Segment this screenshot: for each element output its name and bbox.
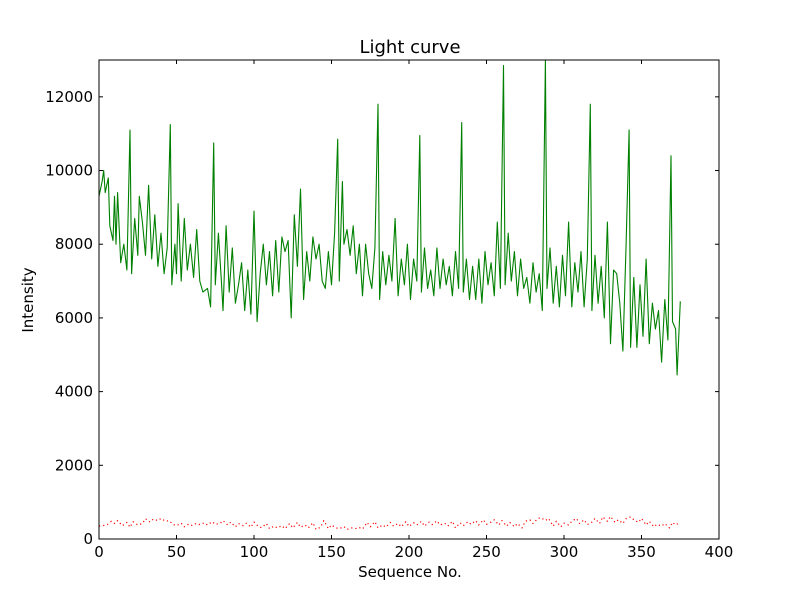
x-tick-label: 300 <box>550 543 579 561</box>
x-tick-label: 250 <box>472 543 501 561</box>
y-axis-title: Intensity <box>19 267 37 332</box>
y-tick-label: 4000 <box>55 383 93 401</box>
x-axis-title: Sequence No. <box>358 563 462 581</box>
x-tick-label: 100 <box>240 543 269 561</box>
x-tick-label: 400 <box>705 543 734 561</box>
y-tick-label: 8000 <box>55 235 93 253</box>
y-tick-label: 10000 <box>45 162 93 180</box>
x-tick-label: 50 <box>167 543 186 561</box>
axes: 0 50 100 150 200 250 300 350 4000200040006000800… <box>45 59 734 561</box>
y-tick-label: 12000 <box>45 88 93 106</box>
y-tick-label: 6000 <box>55 309 93 327</box>
series-line-1 <box>99 60 681 376</box>
x-tick-label: 200 <box>395 543 424 561</box>
x-tick-label: 350 <box>627 543 656 561</box>
plot-marks <box>99 60 681 531</box>
y-tick-label: 0 <box>83 530 93 548</box>
chart-title: Light curve <box>359 37 460 58</box>
y-tick-label: 2000 <box>55 456 93 474</box>
x-tick-label: 0 <box>94 543 104 561</box>
series-line-2 <box>99 515 681 531</box>
x-tick-label: 150 <box>317 543 346 561</box>
